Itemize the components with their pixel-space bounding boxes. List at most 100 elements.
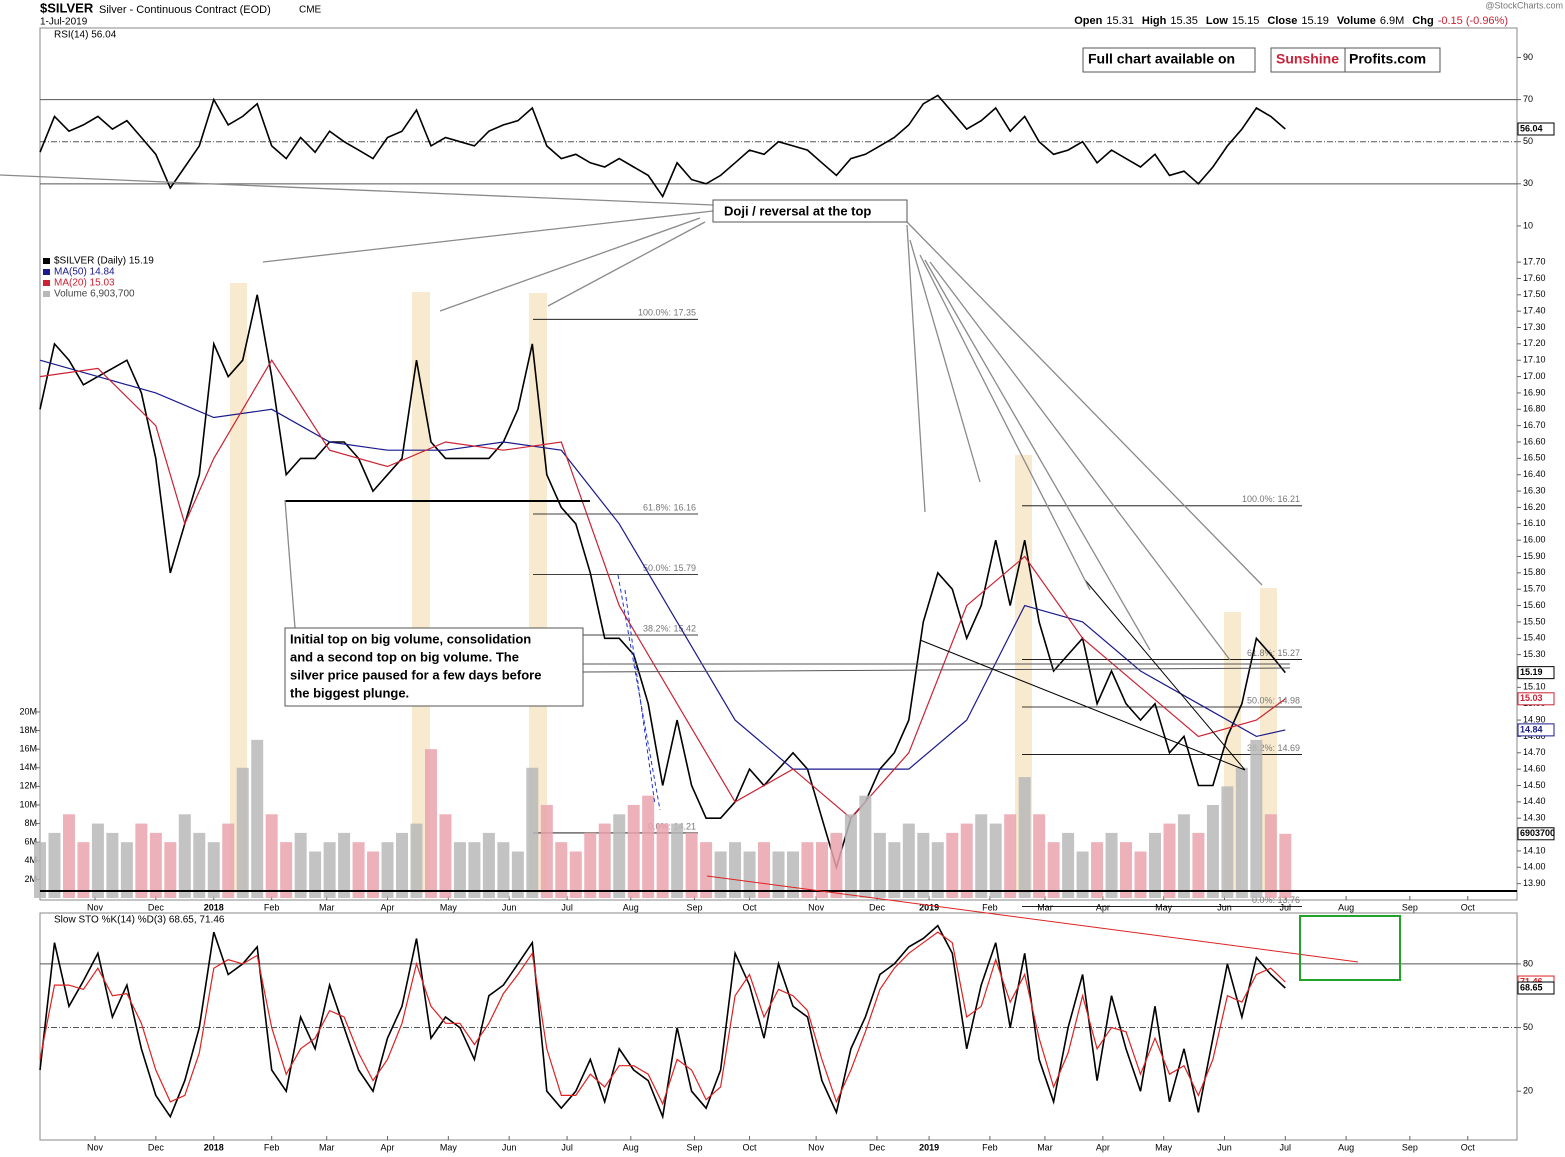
fib-label: 0.0%: 13.76 — [1252, 895, 1300, 905]
y-tick-label: 14.60 — [1523, 764, 1546, 774]
volume-bar — [1235, 767, 1248, 898]
y-tick-label: 13.90 — [1523, 878, 1546, 888]
y-tick-label: 17.20 — [1523, 338, 1546, 348]
x-tick-label: Oct — [1461, 1142, 1476, 1152]
x-tick-label: Sep — [1402, 1142, 1418, 1152]
x-tick-label: Apr — [1096, 902, 1110, 912]
volume-bar — [859, 795, 872, 898]
frame — [39, 912, 1518, 1141]
panel-title: RSI(14) 56.04 — [54, 30, 117, 41]
fib-label: 100.0%: 17.35 — [638, 308, 696, 318]
x-tick-label: 2018 — [204, 1142, 224, 1152]
x-tick-label: Feb — [264, 1142, 280, 1152]
y-tick-label: 17.70 — [1523, 256, 1546, 266]
quote: Open 15.31 High 15.35 Low 15.15 Close 15.19 Volu… — [1074, 15, 1508, 27]
x-tick-label: Apr — [381, 1142, 395, 1152]
legend-entry: MA(50) 14.84 — [54, 267, 115, 278]
exchange: CME — [299, 5, 322, 16]
volume-bar — [888, 842, 901, 898]
y-tick-label: 15.30 — [1523, 649, 1546, 659]
legend-entry: Volume 6,903,700 — [54, 289, 135, 300]
volume-bar — [1192, 832, 1205, 898]
pointer — [906, 224, 926, 513]
series-line — [39, 359, 1286, 820]
pointer — [929, 261, 1231, 661]
volume-bar — [106, 832, 119, 898]
x-tick-label: Oct — [1461, 902, 1476, 912]
y-tick-label: 50 — [1523, 1022, 1533, 1032]
pointer — [909, 239, 981, 483]
y-tick-label: 16.60 — [1523, 436, 1546, 446]
y2-tick-label: 12M — [19, 781, 37, 791]
y-tick-label: 14.40 — [1523, 796, 1546, 806]
volume-bar — [1163, 823, 1176, 898]
y2-tick-label: 8M — [24, 818, 37, 828]
volume-bar — [396, 832, 409, 898]
callout: Doji / reversal at the top — [724, 203, 871, 218]
trendline — [1084, 579, 1246, 771]
y2-tick-label: 10M — [19, 799, 37, 809]
volume-bar — [352, 842, 365, 898]
value-tag-label: 15.19 — [1520, 667, 1543, 677]
volume-bar — [931, 842, 944, 898]
volume-bar — [671, 823, 684, 898]
x-tick-label: Sep — [687, 1142, 703, 1152]
volume-bar — [178, 814, 191, 898]
x-tick-label: Apr — [381, 902, 395, 912]
y-tick-label: 17.40 — [1523, 306, 1546, 316]
series-line — [39, 931, 1286, 1106]
x-tick-label: Aug — [1338, 902, 1354, 912]
volume-bar — [367, 851, 380, 898]
y-tick-label: 15.60 — [1523, 600, 1546, 610]
volume-bar — [1206, 804, 1219, 898]
x-tick-label: Jul — [561, 1142, 573, 1152]
volume-bar — [193, 832, 206, 898]
y-tick-label: 14.10 — [1523, 845, 1546, 855]
y-tick-label: 20 — [1523, 1086, 1533, 1096]
volume-bar — [338, 832, 351, 898]
y-tick-label: 30 — [1523, 178, 1533, 188]
x-tick-label: 2019 — [919, 902, 939, 912]
highlight — [230, 283, 247, 893]
value-tag — [1517, 827, 1555, 841]
volume-bar — [743, 851, 756, 898]
volume-bar — [526, 767, 539, 898]
y2-tick-label: 20M — [19, 706, 37, 716]
promo: Full chart available on — [1088, 51, 1235, 67]
value-tag-label: 15.03 — [1520, 693, 1543, 703]
pointer — [284, 499, 296, 629]
volume-bar — [700, 842, 713, 898]
x-tick-label: Dec — [148, 1142, 165, 1152]
volume-bar — [801, 842, 814, 898]
pointer — [906, 221, 1263, 586]
volume-bar — [1134, 851, 1147, 898]
panel-title: Slow STO %K(14) %D(3) 68.65, 71.46 — [54, 915, 225, 926]
series-line — [39, 294, 1286, 871]
fib-label: 61.8%: 15.27 — [1247, 648, 1300, 658]
trendline — [919, 639, 1246, 771]
x-tick-label: Dec — [869, 902, 886, 912]
marks: 10 30 50 70 90 RSI(14) 56.04 56.04 13.90 14.00 14… — [19, 30, 1555, 1153]
y-tick-label: 14.50 — [1523, 780, 1546, 790]
x-tick-label: Nov — [87, 1142, 104, 1152]
callout-box — [712, 199, 908, 223]
y2-tick-label: 2M — [24, 874, 37, 884]
volume-bar — [222, 823, 235, 898]
y-tick-label: 15.90 — [1523, 551, 1546, 561]
volume-bar — [62, 814, 75, 898]
highlight — [412, 292, 430, 893]
volume-bar — [280, 842, 293, 898]
y2-tick-label: 18M — [19, 725, 37, 735]
y-tick-label: 16.10 — [1523, 518, 1546, 528]
x-tick-label: Mar — [1037, 902, 1053, 912]
series-line — [39, 359, 1286, 770]
x-tick-label: Jul — [1280, 902, 1292, 912]
volume-bar — [468, 842, 481, 898]
y-tick-label: 17.00 — [1523, 371, 1546, 381]
volume-bar — [555, 842, 568, 898]
quote-value: -0.15 (-0.96%) — [1438, 15, 1508, 27]
fib-label: 50.0%: 15.79 — [643, 563, 696, 573]
y-tick-label: 16.30 — [1523, 485, 1546, 495]
volume-bar — [453, 842, 466, 898]
y-tick-label: 16.80 — [1523, 404, 1546, 414]
